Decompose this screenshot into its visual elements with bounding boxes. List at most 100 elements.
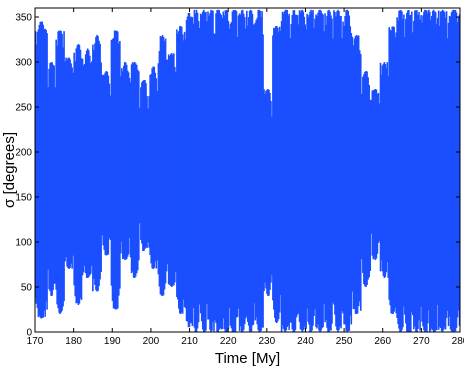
data-point [355,35,358,314]
data-point [126,70,129,257]
data-point [275,26,277,323]
data-point [398,10,400,329]
data-point [243,17,246,325]
data-point [129,82,132,258]
data-point [333,10,335,305]
data-point [446,38,449,311]
data-point [332,38,334,303]
data-point [278,26,281,313]
data-point [298,10,301,323]
data-point [292,10,295,332]
data-point [368,84,370,278]
data-point [52,64,54,291]
data-point [337,9,339,333]
data-point [351,36,354,292]
data-point [155,78,158,269]
data-point [81,58,84,276]
data-point [93,49,95,279]
data-point [75,48,78,304]
data-point [39,21,42,318]
data-point [266,89,268,294]
data-point [181,34,184,314]
data-point [284,9,287,333]
data-point [230,22,233,329]
data-point [406,12,408,332]
x-tick-label: 190 [104,336,121,347]
data-point [172,54,174,286]
x-tick-label: 230 [258,336,275,347]
data-point [387,76,390,278]
data-point [115,30,118,310]
data-point [256,17,259,325]
data-point [112,37,115,309]
data-point [180,26,183,313]
data-point [280,21,283,332]
data-point [235,11,238,318]
data-point [40,21,43,319]
data-point [431,10,434,331]
data-point [99,43,101,280]
data-point [184,39,187,309]
data-point [132,63,135,278]
x-tick-label: 260 [374,336,391,347]
data-point [100,62,102,272]
data-point [418,11,420,321]
data-point [420,15,422,307]
data-point [76,45,79,304]
data-point [275,26,278,323]
data-point [287,15,289,326]
data-point [47,87,49,270]
data-point [325,24,327,320]
data-point [454,9,457,332]
data-point [122,65,125,259]
data-point [370,100,373,234]
data-point [374,89,377,260]
data-point [371,90,374,256]
data-point [247,17,250,326]
y-tick-label: 250 [15,103,32,114]
data-point [453,10,456,332]
data-point [42,24,45,318]
data-point [281,11,284,326]
data-point [56,45,58,305]
data-point [294,14,297,331]
data-point [176,29,178,298]
data-point [353,38,356,309]
data-point [197,21,200,323]
data-point [405,18,407,324]
data-point [222,11,225,319]
data-point [63,31,65,302]
data-point [60,31,62,313]
data-point [127,72,130,255]
data-point [438,25,441,327]
data-point [186,16,189,322]
data-point [372,90,375,260]
data-point [288,13,290,330]
data-point [91,61,93,266]
x-tick-label: 240 [297,336,314,347]
data-point [295,14,298,318]
data-point [77,44,80,305]
data-point [71,67,73,269]
data-point [198,27,201,305]
data-point [240,10,243,332]
data-point [419,19,421,331]
data-point [388,27,391,300]
data-point [205,11,207,331]
x-tick-label: 250 [336,336,353,347]
data-point [344,15,346,325]
data-point [415,10,417,332]
data-point [147,108,149,243]
data-point [357,35,360,307]
data-point [162,36,165,296]
data-point [345,10,347,331]
data-point [195,9,198,333]
data-point [49,63,51,292]
data-point [37,29,40,317]
data-point [46,33,48,310]
data-point [57,31,59,309]
data-point [291,15,294,330]
data-point [106,71,109,255]
data-point [340,16,342,329]
data-point [177,33,179,300]
